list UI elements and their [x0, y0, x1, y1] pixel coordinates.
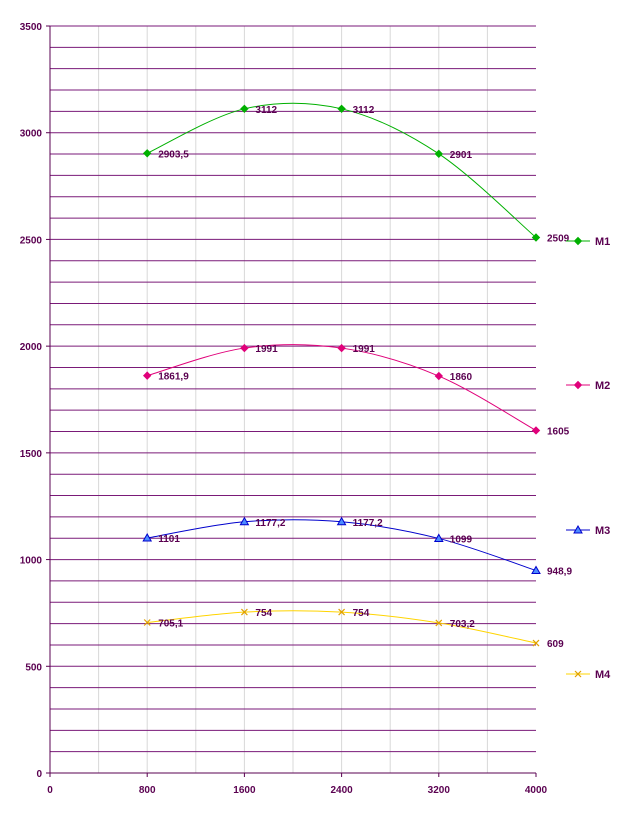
data-label: 1991 [255, 344, 278, 355]
x-tick-label: 2400 [330, 785, 353, 796]
data-label: 609 [547, 639, 564, 650]
data-label: 1991 [353, 344, 376, 355]
data-label: 1605 [547, 426, 570, 437]
legend-label: M3 [595, 525, 610, 537]
series-m3-point [531, 565, 541, 574]
series-m1-point [531, 233, 541, 242]
series-m1-point [142, 149, 152, 158]
data-label: 1177,2 [255, 518, 285, 529]
series-m3-point [433, 533, 444, 542]
data-label: 948,9 [547, 566, 572, 577]
series-m2-point [337, 343, 346, 353]
data-label: 705,1 [158, 619, 183, 630]
series-m4-point [435, 619, 443, 627]
series-m2-point [240, 343, 249, 353]
data-label: 754 [353, 608, 370, 619]
data-label: 3112 [255, 105, 277, 116]
y-tick-label: 2000 [20, 342, 43, 353]
x-tick-label: 3200 [428, 785, 451, 796]
series-m4: 705,1 754 754 703,2 609 [143, 608, 564, 650]
legend-marker [573, 524, 583, 534]
y-tick-label: 0 [36, 769, 42, 780]
series-m4-point [532, 639, 540, 647]
legend-marker [574, 670, 582, 678]
legend-marker [573, 236, 583, 246]
series-m3-point [239, 516, 250, 526]
series-m4-point [338, 608, 346, 616]
series-m2-point [434, 371, 444, 381]
x-tick-label: 0 [47, 785, 53, 796]
legend-item-m3: M3 [566, 524, 610, 537]
series-m4-point [143, 619, 151, 626]
series-m1: 2903,5 3112 3112 2901 2509 [142, 102, 570, 245]
x-tick-label: 800 [139, 785, 156, 796]
series-m1-point [240, 104, 249, 114]
series-m1-point [434, 149, 444, 159]
axes [49, 26, 536, 774]
vertical-gridlines [98, 26, 488, 773]
series-m4-point [240, 608, 248, 616]
legend-label: M4 [595, 669, 611, 681]
series-m2-point [531, 426, 541, 435]
data-label: 1177,2 [353, 518, 383, 529]
legend-label: M1 [595, 236, 610, 248]
data-label: 1861,9 [158, 372, 189, 383]
data-label: 703,2 [450, 619, 475, 630]
series-m2-point [142, 371, 152, 380]
series-m2: 1861,9 1991 1991 1860 1605 [142, 343, 570, 437]
legend-item-m2: M2 [566, 380, 610, 392]
series-group: 2903,5 3112 3112 2901 2509 1861,9 1991 1991 1860… [142, 102, 572, 650]
y-tick-label: 500 [25, 662, 42, 673]
y-tick-label: 2500 [20, 235, 43, 246]
x-tick-labels: 0 800 1600 2400 3200 4000 [47, 773, 548, 796]
horizontal-gridlines [50, 25, 536, 753]
data-label: 754 [255, 608, 272, 619]
y-tick-label: 1000 [20, 556, 43, 567]
data-label: 2901 [450, 150, 473, 161]
data-label: 1101 [158, 534, 180, 545]
legend-marker [573, 380, 583, 390]
data-label: 1860 [450, 372, 473, 383]
data-label: 2903,5 [158, 149, 189, 160]
y-tick-label: 1500 [20, 449, 43, 460]
data-label: 2509 [547, 234, 570, 245]
legend-item-m4: M4 [566, 669, 611, 681]
series-m3-point [336, 516, 347, 526]
series-m3: 1101 1177,2 1177,2 1099 948,9 [142, 516, 572, 577]
x-tick-label: 1600 [233, 785, 256, 796]
legend-label: M2 [595, 380, 610, 392]
y-tick-label: 3500 [20, 22, 43, 33]
series-m1-point [337, 104, 346, 114]
data-label: 1099 [450, 534, 473, 545]
legend-item-m1: M1 [566, 236, 610, 248]
legend: M1 M2 M3 M4 [566, 236, 611, 681]
y-tick-labels: 0 500 1000 1500 2000 2500 3000 3500 [20, 22, 50, 780]
series-m3-point [142, 533, 153, 542]
x-tick-label: 4000 [525, 785, 548, 796]
data-label: 3112 [353, 105, 375, 116]
y-tick-label: 3000 [20, 129, 43, 140]
